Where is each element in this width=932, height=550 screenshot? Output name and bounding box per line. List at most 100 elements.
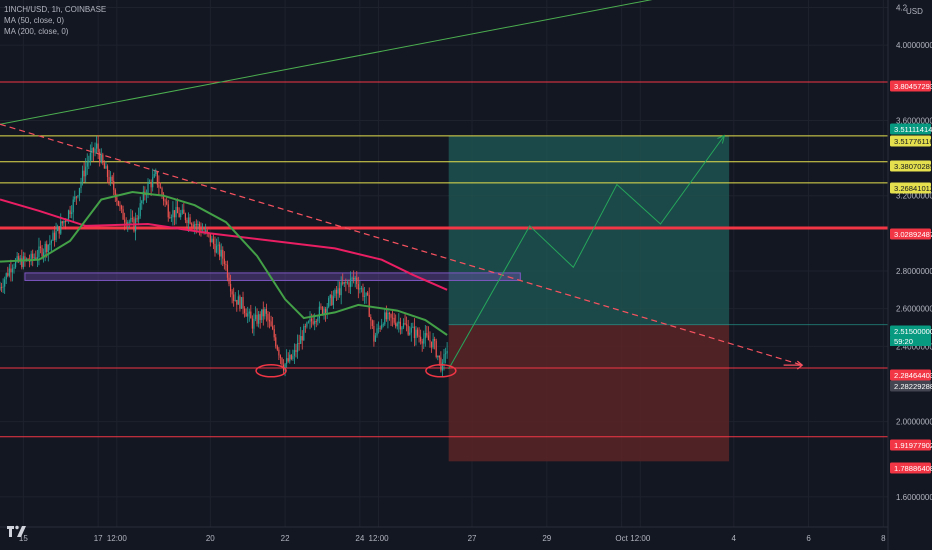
candle-body — [356, 277, 358, 285]
candle-body — [349, 278, 352, 288]
price-tick-label: 1.60000000 — [896, 493, 932, 502]
candle-body — [444, 353, 447, 355]
candle-body — [353, 277, 355, 280]
candle-body — [41, 248, 43, 257]
price-level-badge — [890, 325, 931, 337]
candle-body — [374, 335, 377, 342]
candle-body — [8, 268, 10, 276]
candle-body — [119, 205, 121, 207]
time-tick-label: 4 — [732, 534, 737, 543]
candle-body — [72, 199, 74, 213]
candle-body — [125, 222, 127, 226]
candle-body — [60, 221, 62, 234]
candle-body — [385, 312, 387, 320]
candle-body — [254, 314, 257, 319]
candle-body — [91, 147, 93, 154]
candle-body — [293, 350, 296, 356]
candle-body — [138, 216, 140, 220]
candle-body — [388, 312, 391, 315]
candle-body — [175, 206, 177, 218]
candle-body — [66, 219, 68, 222]
time-axis[interactable]: 15 17 12:00 20 22 24 12:00 27 29 Oct 12:00 4 6 8 — [19, 534, 886, 543]
candle-body — [131, 217, 134, 219]
candle-body — [159, 187, 162, 189]
candle-body — [67, 210, 70, 220]
candle-body — [152, 177, 154, 188]
candle-body — [81, 170, 84, 182]
ma50-legend[interactable]: MA (50, close, 0) — [4, 16, 65, 25]
candle-body — [265, 309, 267, 314]
candle-body — [32, 253, 34, 259]
candle-body — [195, 224, 197, 226]
price-level-badge — [890, 228, 931, 240]
candle-body — [55, 230, 57, 241]
candle-body — [406, 324, 408, 326]
candle-body — [292, 355, 294, 360]
price-level-badge — [890, 160, 931, 172]
candle-body — [222, 249, 224, 259]
countdown-label: 59:20 — [894, 337, 913, 346]
candle-body — [233, 294, 235, 301]
ma200-legend[interactable]: MA (200, close, 0) — [4, 27, 69, 36]
candle-body — [261, 309, 263, 320]
candle-body — [387, 312, 389, 320]
candle-body — [381, 324, 383, 329]
candle-body — [43, 252, 45, 257]
candle-body — [251, 318, 253, 329]
candle-body — [367, 292, 369, 295]
candle-body — [325, 309, 327, 313]
candle-body — [228, 277, 230, 284]
candle-body — [99, 152, 101, 163]
candle-body — [440, 357, 442, 371]
price-level-label: 1.91977902 — [894, 441, 932, 450]
candle-body — [250, 311, 252, 319]
time-tick-label: 12:00 — [630, 534, 651, 543]
candle-body — [225, 264, 227, 265]
candle-body — [434, 338, 436, 341]
candle-body — [272, 326, 274, 330]
candle-body — [270, 321, 272, 327]
candle-body — [217, 244, 219, 246]
candle-body — [184, 213, 186, 221]
candle-body — [35, 257, 37, 259]
moving-averages — [0, 190, 448, 336]
tradingview-logo-icon — [7, 525, 26, 537]
candle-body — [276, 346, 278, 350]
candle-body — [33, 257, 35, 259]
price-level-badge — [890, 462, 931, 474]
price-tick-label: 2.00000000 — [896, 418, 932, 427]
price-axis[interactable]: 4.2 4.00000000 3.60000000 3.20000000 2.80000… — [890, 4, 932, 502]
candle-body — [5, 273, 7, 280]
candle-body — [354, 277, 356, 280]
candle-body — [209, 233, 211, 243]
candle-body — [58, 226, 60, 234]
candle-body — [111, 176, 113, 182]
ma200-line — [0, 198, 448, 291]
candle-body — [379, 327, 381, 329]
candle-body — [21, 258, 23, 268]
candle-body — [231, 291, 233, 295]
candle-body — [438, 355, 440, 358]
candle-body — [36, 257, 38, 259]
candle-body — [186, 220, 188, 224]
candle-body — [443, 354, 445, 363]
candle-body — [296, 342, 299, 352]
time-tick-label: 17 — [94, 534, 103, 543]
candle-body — [328, 298, 330, 307]
symbol-title[interactable]: 1INCH/USD, 1h, COINBASE — [4, 5, 107, 14]
candle-body — [214, 243, 216, 253]
candle-body — [0, 287, 3, 288]
time-tick-label: 20 — [206, 534, 215, 543]
candle-body — [409, 332, 411, 335]
candle-body — [245, 313, 247, 317]
candle-body — [256, 314, 258, 324]
trend-lines — [0, 0, 804, 370]
candle-body — [304, 326, 306, 328]
candle-body — [120, 205, 123, 210]
candle-body — [307, 321, 310, 323]
candle-body — [312, 321, 314, 324]
candle-body — [340, 282, 342, 296]
candle-body — [348, 282, 350, 288]
candle-body — [150, 182, 152, 188]
